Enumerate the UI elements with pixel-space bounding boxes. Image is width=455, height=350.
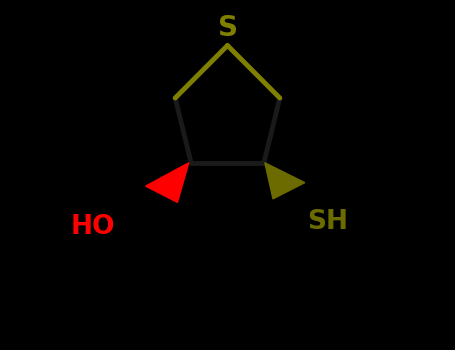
- Polygon shape: [146, 163, 189, 202]
- Text: HO: HO: [71, 215, 116, 240]
- Text: SH: SH: [307, 209, 348, 235]
- Text: S: S: [217, 14, 238, 42]
- Polygon shape: [265, 163, 305, 199]
